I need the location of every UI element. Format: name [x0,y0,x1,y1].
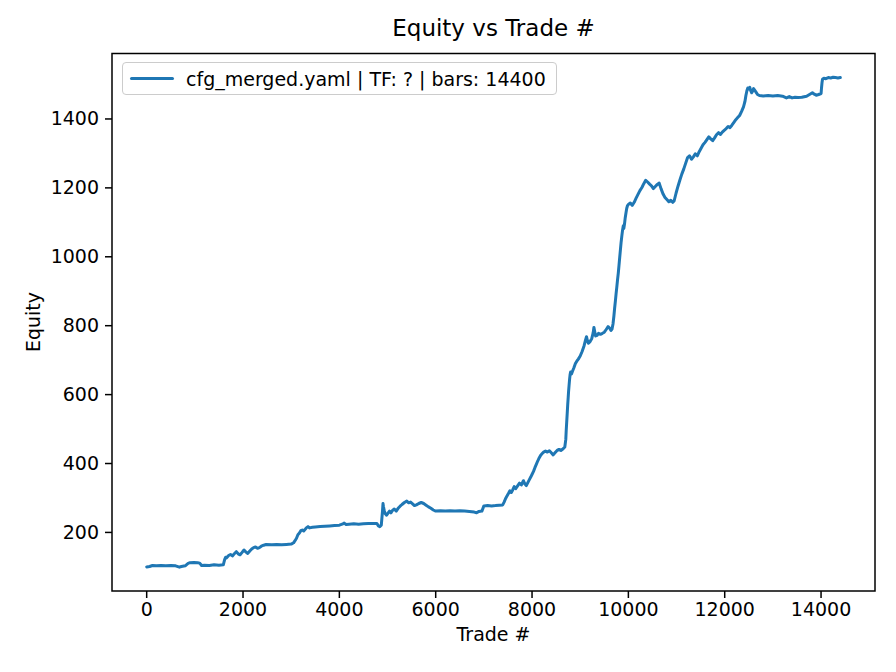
axes-frame [112,54,875,592]
equity-series-line [147,77,841,567]
x-axis-label: Trade # [112,623,875,645]
y-tick-label: 800 [63,314,99,336]
x-tick-label: 12000 [694,598,754,620]
figure: 0 2000 4000 6000 8000 10000 12000 14000 200 400 60… [0,0,896,672]
legend: cfg_merged.yaml | TF: ? | bars: 14400 [122,62,557,95]
x-tick-label: 10000 [598,598,658,620]
x-tick-label: 8000 [508,598,556,620]
y-axis-label: Equity [22,292,44,352]
y-tick-label: 200 [63,521,99,543]
equity-line-chart: 0 2000 4000 6000 8000 10000 12000 14000 200 400 60… [0,0,896,672]
x-tick-label: 6000 [412,598,460,620]
y-tick-label: 1000 [51,245,99,267]
y-tick-label: 1400 [51,107,99,129]
legend-line-sample-icon [130,77,174,81]
x-tick-label: 0 [141,598,153,620]
x-tick-label: 14000 [791,598,851,620]
y-tick-label: 600 [63,383,99,405]
y-tick-label: 400 [63,452,99,474]
chart-title: Equity vs Trade # [112,14,875,42]
legend-label: cfg_merged.yaml | TF: ? | bars: 14400 [186,68,546,90]
x-tick-label: 4000 [315,598,363,620]
y-tick-label: 1200 [51,176,99,198]
x-tick-label: 2000 [219,598,267,620]
